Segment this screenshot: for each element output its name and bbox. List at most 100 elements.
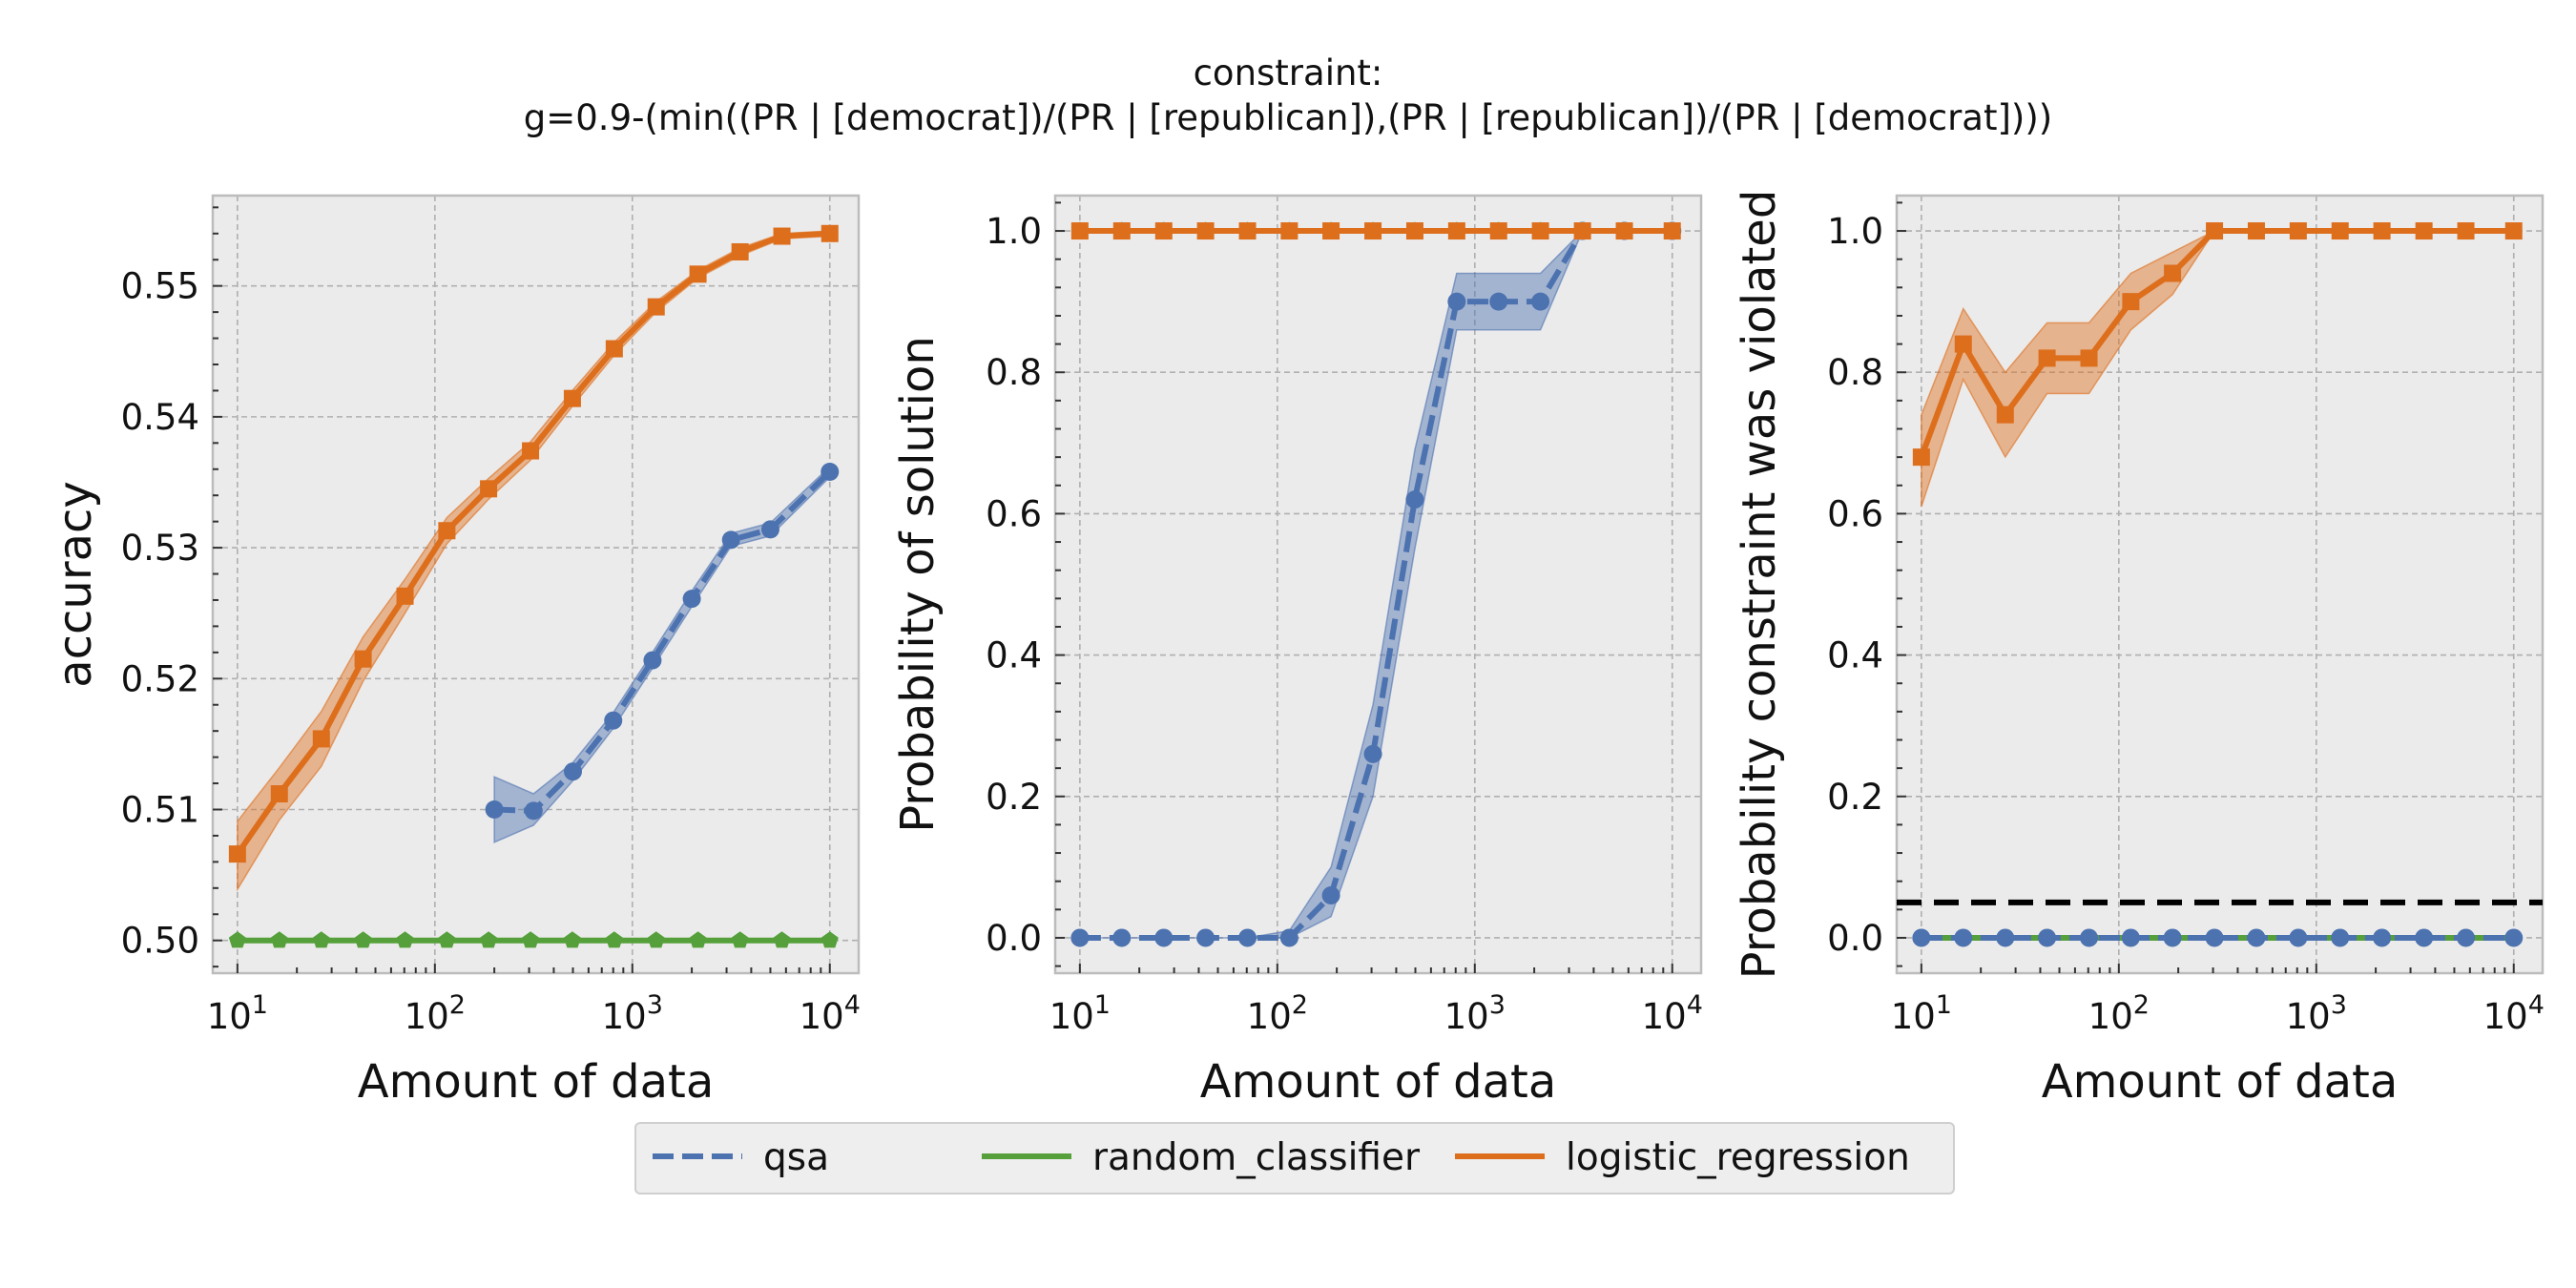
x-tick-label: 103	[602, 990, 663, 1037]
logistic_regression-point	[438, 522, 456, 540]
qsa-point	[2289, 928, 2308, 947]
plot-area	[1897, 196, 2543, 973]
axes-frame	[1053, 194, 1703, 975]
qsa-point	[2163, 928, 2182, 947]
y-tick-label: 0.2	[1827, 777, 1883, 818]
data-layer	[1897, 222, 2543, 947]
logistic_regression-point	[1322, 222, 1340, 240]
data-layer	[228, 224, 840, 948]
logistic_regression-point	[1489, 222, 1507, 240]
logistic_regression-point	[1196, 222, 1215, 240]
logistic_regression-point	[1112, 222, 1131, 240]
random_classifier-point	[270, 931, 288, 948]
qsa-point	[643, 651, 662, 670]
y-tick-label: 0.54	[121, 397, 199, 438]
qsa-point	[2457, 928, 2476, 947]
logistic_regression-point	[2289, 222, 2307, 240]
qsa-point	[1112, 928, 1132, 947]
logistic_regression-point	[1954, 335, 1972, 353]
qsa-point	[1447, 292, 1466, 311]
qsa-point	[2331, 928, 2350, 947]
qsa-point	[1321, 886, 1340, 904]
y-tick-label: 0.52	[121, 658, 199, 699]
random_classifier-point	[480, 931, 498, 948]
qsa-point	[2415, 928, 2434, 947]
y-axis-label: Probability of solution	[891, 336, 945, 833]
x-tick-label: 101	[1049, 990, 1111, 1037]
qsa-point	[1912, 928, 1931, 947]
logistic_regression-point	[228, 845, 246, 863]
qsa-point	[682, 590, 701, 609]
random_classifier-point	[731, 931, 749, 948]
y-tick-label: 0.4	[986, 635, 1042, 676]
logistic_regression-point	[1364, 222, 1382, 240]
random_classifier-point	[821, 931, 839, 948]
qsa-point	[2121, 928, 2140, 947]
random_classifier-point	[647, 931, 665, 948]
random_classifier-point	[396, 931, 414, 948]
logistic_regression-point	[1154, 222, 1173, 240]
logistic_regression-point	[2122, 293, 2140, 311]
chart-panel-2: 0.0 0.2 0.4 0.6 0.8 1.0 101 102 103 104 Amount of …	[891, 194, 1703, 1109]
qsa-point	[1279, 928, 1298, 947]
x-tick-label: 104	[2483, 990, 2545, 1037]
x-tick-label: 102	[1247, 990, 1308, 1037]
random_classifier-point	[354, 931, 372, 948]
chart-panel-3: 0.0 0.2 0.4 0.6 0.8 1.0 101 102 103 104 Amount of …	[1733, 190, 2545, 1109]
y-tick-label: 1.0	[1827, 211, 1883, 252]
qsa-point	[1196, 928, 1215, 947]
qsa-point	[2247, 928, 2266, 947]
logistic_regression-point	[1447, 222, 1465, 240]
x-tick-label: 101	[1891, 990, 1952, 1037]
logistic_regression-point	[1405, 222, 1423, 240]
legend-label-qsa: qsa	[763, 1136, 829, 1179]
qsa-point	[1531, 292, 1550, 311]
logistic_regression-point	[354, 650, 372, 668]
logistic_regression-point	[821, 224, 839, 242]
logistic_regression-point	[647, 298, 665, 316]
y-tick-label: 0.0	[986, 918, 1042, 959]
logistic_regression-point	[1070, 222, 1089, 240]
qsa-line	[493, 469, 832, 814]
logistic_regression-point	[2331, 222, 2349, 240]
random_classifier-point	[522, 931, 540, 948]
qsa-point	[2205, 928, 2224, 947]
qsa-point	[2080, 928, 2099, 947]
legend: qsa random_classifier logistic_regression	[634, 1122, 1955, 1195]
y-tick-label: 0.8	[986, 352, 1042, 393]
plot-area	[213, 196, 859, 973]
figure-title-line-2: g=0.9-(min((PR | [democrat])/(PR | [repu…	[523, 97, 2053, 138]
x-tick-label: 102	[405, 990, 466, 1037]
logistic_regression-point	[1280, 222, 1298, 240]
logistic_regression-point	[2373, 222, 2391, 240]
y-tick-label: 0.55	[121, 266, 199, 307]
logistic_regression-point	[563, 389, 581, 407]
legend-label-random_classifier: random_classifier	[1092, 1136, 1421, 1179]
qsa-point	[1154, 928, 1174, 947]
qsa-point	[1489, 292, 1508, 311]
y-tick-label: 0.2	[986, 777, 1042, 818]
y-tick-label: 0.8	[1827, 352, 1883, 393]
random_classifier-point	[438, 931, 456, 948]
logistic_regression-point	[2415, 222, 2433, 240]
logistic_regression-point	[2457, 222, 2475, 240]
qsa-point	[721, 530, 740, 550]
x-tick-label: 104	[800, 990, 861, 1037]
y-tick-label: 0.53	[121, 528, 199, 569]
legend-label-logistic_regression: logistic_regression	[1566, 1136, 1910, 1179]
random_classifier-point	[312, 931, 330, 948]
logistic_regression-point	[2247, 222, 2265, 240]
data-layer	[1070, 221, 1682, 947]
logistic_regression-point	[1615, 222, 1633, 240]
qsa-point	[1954, 928, 1973, 947]
chart-panel-1: 0.50 0.51 0.52 0.53 0.54 0.55 101 102 103 104 Amou…	[49, 194, 861, 1109]
qsa-point	[1405, 490, 1424, 509]
y-tick-label: 0.6	[1827, 493, 1883, 534]
logistic_regression-point	[1531, 222, 1549, 240]
y-tick-label: 0.51	[121, 789, 199, 830]
logistic_regression-point	[1663, 222, 1681, 240]
logistic_regression-point	[312, 730, 330, 748]
axes-frame	[211, 194, 861, 975]
